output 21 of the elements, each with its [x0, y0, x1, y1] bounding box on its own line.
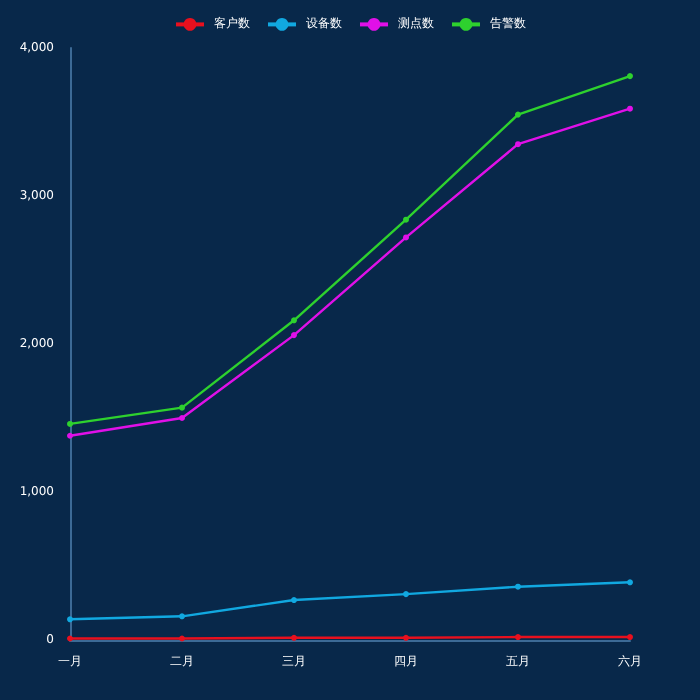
point	[67, 635, 73, 642]
point	[627, 105, 633, 112]
point	[179, 635, 185, 642]
point	[627, 73, 633, 80]
point	[403, 234, 409, 241]
point	[515, 583, 521, 590]
point	[67, 432, 73, 439]
point	[403, 591, 409, 598]
point	[403, 216, 409, 223]
point	[67, 616, 73, 623]
point	[67, 420, 73, 427]
point	[515, 141, 521, 148]
point	[515, 111, 521, 118]
point	[627, 579, 633, 586]
line-series	[67, 579, 633, 623]
point	[291, 317, 297, 324]
point	[291, 634, 297, 641]
point	[179, 613, 185, 620]
point	[403, 634, 409, 641]
point	[179, 404, 185, 411]
point	[291, 332, 297, 339]
